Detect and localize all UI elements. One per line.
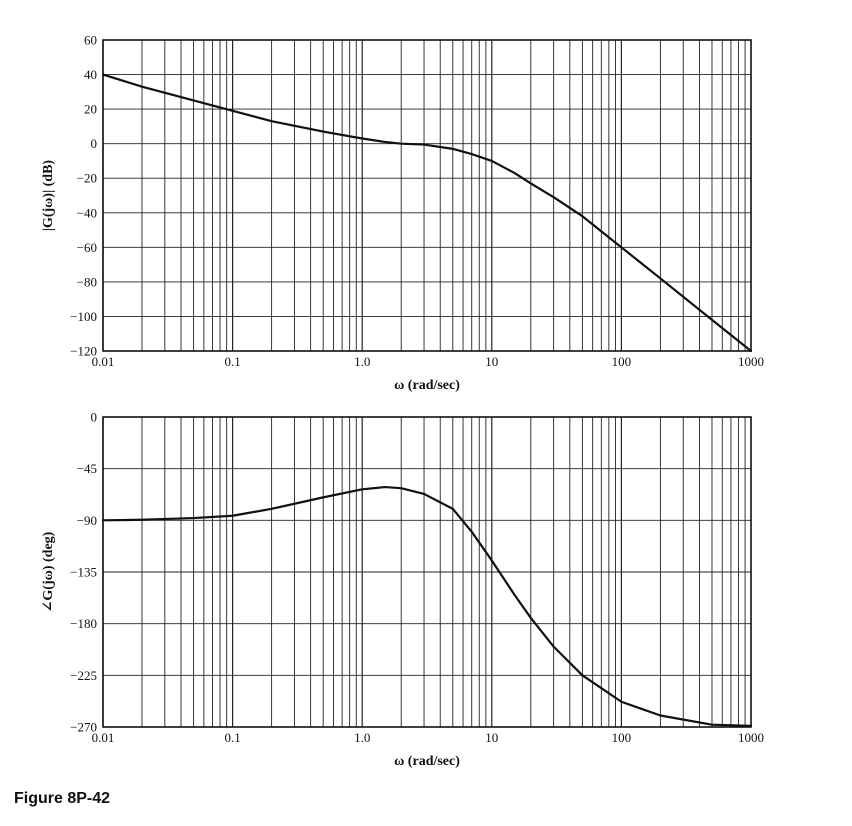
phase-x-axis-title: ω (rad/sec) [394,754,460,769]
mag-grid [102,39,751,352]
phase-x-tick-label: 0.01 [92,730,115,745]
phase-y-tick-label: −45 [77,461,97,476]
phase-frame [102,416,752,728]
phase-x-tick-label: 1.0 [354,730,370,745]
phase-x-tick-label: 0.1 [224,730,240,745]
phase-x-tick-label: 100 [612,730,632,745]
mag-x-axis-title: ω (rad/sec) [394,378,460,393]
mag-y-tick-label: −80 [77,274,97,289]
mag-y-tick-label: 60 [84,33,97,48]
phase-y-tick-label: −225 [70,668,97,683]
mag-y-tick-label: −40 [77,205,97,220]
figure-caption: Figure 8P-42 [14,790,111,807]
mag-x-tick-label: 1.0 [354,354,370,369]
mag-y-tick-label: 20 [84,102,97,117]
mag-y-tick-label: −60 [77,240,97,255]
phase-y-axis-title: ∠G(jω) (deg) [41,531,56,612]
mag-y-tick-label: −120 [70,344,97,359]
phase-y-tick-label: −270 [70,720,97,735]
phase-y-tick-label: −135 [70,565,97,580]
mag-y-tick-label: 40 [84,67,97,82]
mag-y-tick-label: −20 [77,171,97,186]
phase-x-tick-label: 10 [485,730,498,745]
mag-x-tick-label: 10 [485,354,498,369]
phase-y-tick-label: 0 [91,410,98,425]
mag-y-tick-label: 0 [91,136,98,151]
phase-grid [102,416,751,728]
phase-y-tick-label: −180 [70,616,97,631]
phase-x-tick-label: 1000 [738,730,764,745]
mag-x-tick-label: 0.01 [92,354,115,369]
mag-y-tick-label: −100 [70,309,97,324]
mag-y-axis-title: |G(jω)| (dB) [41,160,56,232]
mag-x-tick-label: 0.1 [224,354,240,369]
phase-series-line [101,485,753,727]
mag-frame [102,39,752,352]
mag-x-tick-label: 1000 [738,354,764,369]
mag-x-tick-label: 100 [612,354,632,369]
phase-y-tick-label: −90 [77,513,97,528]
mag-series-line [101,73,753,353]
mag-plot-area [103,40,751,351]
